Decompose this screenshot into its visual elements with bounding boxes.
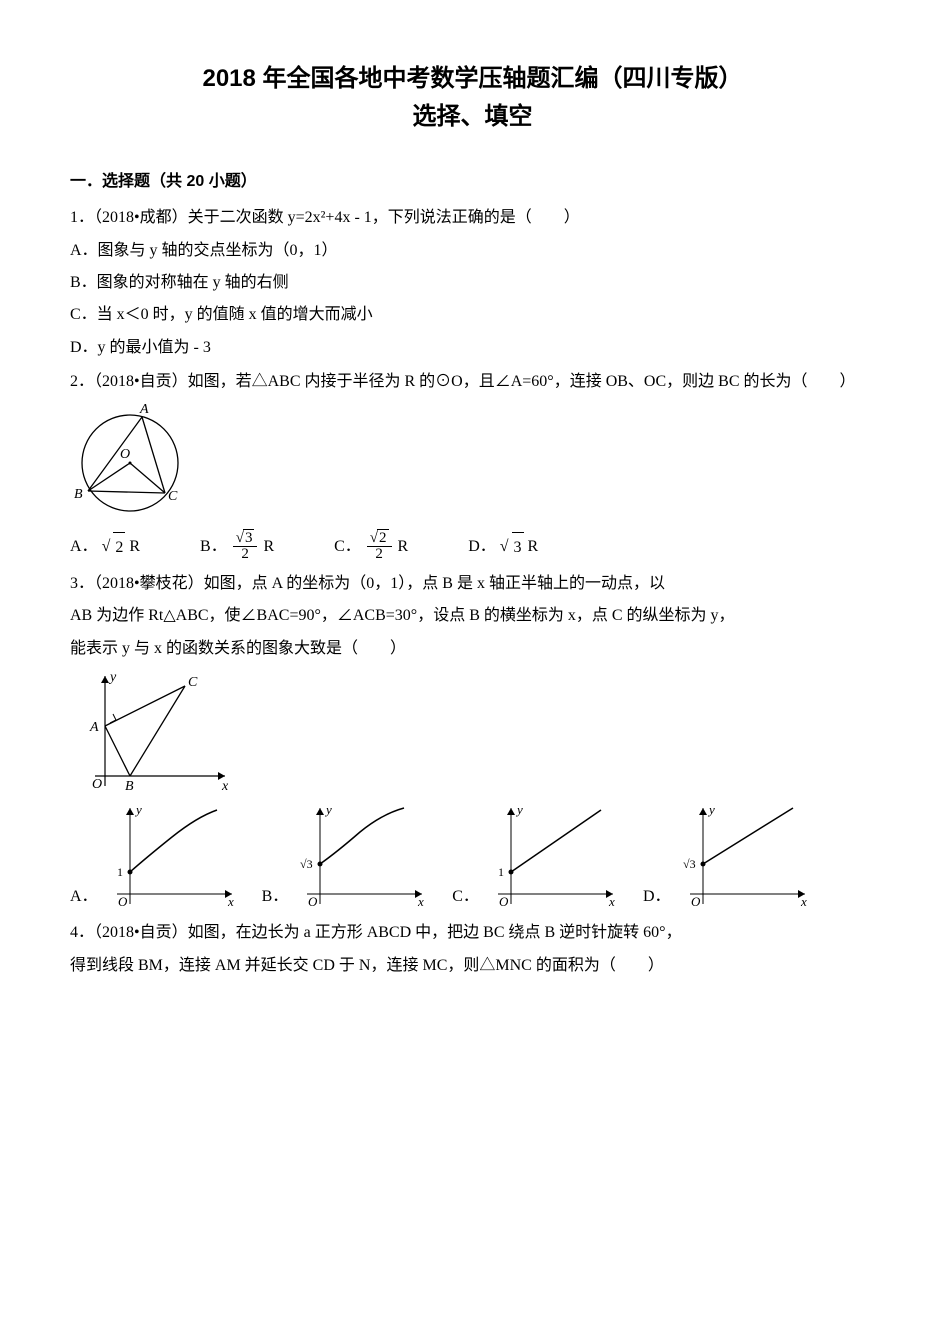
question-3: 3．（2018•攀枝花）如图，点 A 的坐标为（0，1），点 B 是 x 轴正半…: [70, 569, 875, 912]
q1-opt-b: B．图象的对称轴在 y 轴的右侧: [70, 268, 875, 298]
q2-opt-d: D． √3R: [468, 532, 538, 563]
svg-text:y: y: [707, 802, 715, 817]
question-2: 2．（2018•自贡）如图，若△ABC 内接于半径为 R 的⊙O，且∠A=60°…: [70, 367, 875, 563]
svg-text:√3: √3: [300, 857, 313, 871]
svg-text:O: O: [118, 894, 128, 909]
q3-opt-a: A． O x y 1: [70, 802, 242, 912]
q2-opt-c: C． √22 R: [334, 531, 408, 564]
q2-stem: 2．（2018•自贡）如图，若△ABC 内接于半径为 R 的⊙O，且∠A=60°…: [70, 367, 875, 397]
q1-opt-a: A．图象与 y 轴的交点坐标为（0，1）: [70, 236, 875, 266]
svg-text:C: C: [168, 489, 178, 504]
question-1: 1．（2018•成都）关于二次函数 y=2x²+4x - 1，下列说法正确的是（…: [70, 203, 875, 363]
q1-stem: 1．（2018•成都）关于二次函数 y=2x²+4x - 1，下列说法正确的是（…: [70, 203, 875, 233]
title-line1: 2018 年全国各地中考数学压轴题汇编（四川专版）: [70, 60, 875, 98]
q2-opt-a: A． √2R: [70, 532, 140, 563]
q3-top-figure: A B C O x y: [70, 666, 240, 796]
q1-opt-c: C．当 x＜0 时，y 的值随 x 值的增大而减小: [70, 300, 875, 330]
svg-text:O: O: [308, 894, 318, 909]
svg-text:B: B: [125, 779, 134, 794]
svg-text:x: x: [417, 894, 424, 909]
q3-opt-d: D． O x y √3: [643, 802, 815, 912]
q2-figure: A B C O: [70, 400, 200, 525]
svg-text:B: B: [74, 487, 83, 502]
q4-stem-1: 4．（2018•自贡）如图，在边长为 a 正方形 ABCD 中，把边 BC 绕点…: [70, 918, 875, 948]
svg-text:y: y: [134, 802, 142, 817]
q3-opt-c: C． O x y 1: [452, 802, 623, 912]
section-heading: 一．选择题（共 20 小题）: [70, 167, 875, 197]
svg-text:A: A: [139, 402, 149, 417]
svg-text:y: y: [515, 802, 523, 817]
svg-text:x: x: [608, 894, 615, 909]
svg-text:O: O: [120, 447, 130, 462]
q2-options: A． √2R B． √32 R C． √22 R D． √3R: [70, 531, 875, 564]
svg-text:C: C: [188, 675, 198, 690]
q1-opt-d: D．y 的最小值为 - 3: [70, 333, 875, 363]
svg-text:1: 1: [117, 865, 123, 879]
q3-stem-1: 3．（2018•攀枝花）如图，点 A 的坐标为（0，1），点 B 是 x 轴正半…: [70, 569, 875, 599]
q2-opt-b: B． √32 R: [200, 531, 274, 564]
svg-text:x: x: [227, 894, 234, 909]
q3-opt-b: B． O x y √3: [262, 802, 433, 912]
q4-stem-2: 得到线段 BM，连接 AM 并延长交 CD 于 N，连接 MC，则△MNC 的面…: [70, 951, 875, 981]
svg-text:x: x: [221, 779, 229, 794]
svg-text:O: O: [92, 777, 102, 792]
svg-text:y: y: [108, 670, 117, 685]
svg-text:1: 1: [498, 865, 504, 879]
question-4: 4．（2018•自贡）如图，在边长为 a 正方形 ABCD 中，把边 BC 绕点…: [70, 918, 875, 981]
svg-text:A: A: [89, 720, 99, 735]
title-line2: 选择、填空: [70, 98, 875, 136]
svg-text:√3: √3: [683, 857, 696, 871]
q3-stem-3: 能表示 y 与 x 的函数关系的图象大致是（ ）: [70, 634, 875, 664]
svg-text:y: y: [324, 802, 332, 817]
svg-text:O: O: [499, 894, 509, 909]
q3-options-row: A． O x y 1 B． O x y √3: [70, 802, 875, 912]
svg-text:O: O: [691, 894, 701, 909]
q3-stem-2: AB 为边作 Rt△ABC，使∠BAC=90°，∠ACB=30°，设点 B 的横…: [70, 601, 875, 631]
svg-text:x: x: [800, 894, 807, 909]
